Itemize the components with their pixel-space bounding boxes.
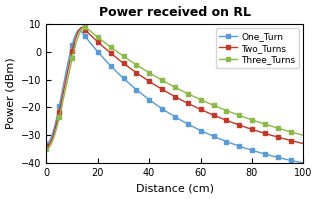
Three_Turns <box>209 103 212 105</box>
X-axis label: Distance (cm): Distance (cm) <box>136 183 214 193</box>
Three_Turns <box>83 25 86 28</box>
Line: One_Turn: One_Turn <box>45 27 305 165</box>
Three_Turns <box>45 148 48 150</box>
Three_Turns <box>266 124 270 126</box>
One_Turn <box>201 130 204 133</box>
Two_Turns <box>301 142 305 145</box>
One_Turn <box>45 142 48 145</box>
Two_Turns <box>266 133 270 136</box>
Legend: One_Turn, Two_Turns, Three_Turns: One_Turn, Two_Turns, Three_Turns <box>216 28 299 68</box>
Two_Turns <box>80 26 84 28</box>
One_Turn <box>240 146 244 148</box>
Two_Turns <box>60 97 64 99</box>
One_Turn <box>209 134 212 136</box>
Line: Three_Turns: Three_Turns <box>45 25 305 151</box>
Two_Turns <box>201 109 204 111</box>
Three_Turns <box>60 103 64 106</box>
Three_Turns <box>240 115 244 117</box>
One_Turn <box>60 90 64 93</box>
Three_Turns <box>301 134 305 136</box>
Three_Turns <box>194 96 198 99</box>
One_Turn <box>194 127 198 129</box>
Title: Power received on RL: Power received on RL <box>99 6 251 19</box>
One_Turn <box>266 154 270 156</box>
Line: Two_Turns: Two_Turns <box>45 25 305 148</box>
Two_Turns <box>240 125 244 127</box>
Two_Turns <box>209 113 212 115</box>
One_Turn <box>301 162 305 164</box>
Y-axis label: Power (dBm): Power (dBm) <box>5 58 16 129</box>
One_Turn <box>78 28 81 31</box>
Three_Turns <box>201 99 204 102</box>
Two_Turns <box>45 145 48 147</box>
Two_Turns <box>194 106 198 108</box>
